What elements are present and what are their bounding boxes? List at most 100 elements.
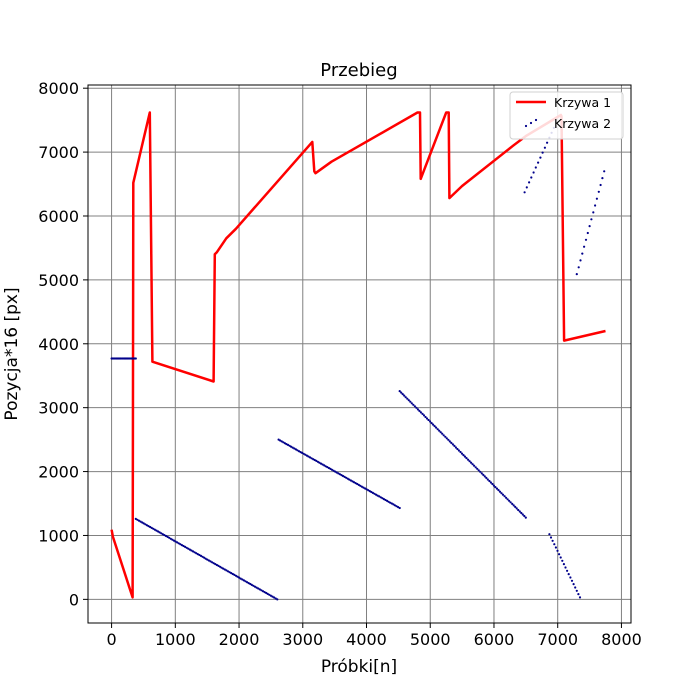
x-tick-label: 7000 [537,630,578,649]
x-tick-label: 8000 [601,630,642,649]
y-tick-label: 0 [69,590,79,609]
legend-box [509,91,624,140]
krzywa-2-point [416,408,419,411]
krzywa-2-point [345,476,348,479]
krzywa-2-point [577,593,580,596]
y-tick-label: 5000 [38,271,79,290]
krzywa-2-point [444,435,447,438]
krzywa-2-point [503,495,506,498]
y-axis-label: Pozycja*16 [px] [2,287,22,420]
y-tick-label: 7000 [38,143,79,162]
krzywa-2-point [514,505,517,508]
krzywa-2-point [217,564,220,568]
krzywa-2-point [211,561,214,564]
krzywa-2-point [534,166,537,169]
krzywa-2-point [515,507,518,510]
krzywa-2-point [558,553,561,556]
krzywa-2-point [406,397,409,400]
krzywa-2-point [301,451,304,454]
krzywa-2-point [169,537,172,540]
krzywa-2-point [257,587,260,590]
krzywa-2-point [518,510,521,513]
krzywa-2-point [525,186,528,189]
krzywa-2-point [595,197,599,200]
krzywa-2-point [439,431,442,434]
krzywa-2-point [302,452,305,455]
plot-frame [87,84,632,624]
krzywa-2-point [139,520,142,523]
krzywa-2-point [230,572,233,575]
krzywa-2-point [523,514,526,518]
krzywa-2-point [179,543,182,546]
krzywa-2-point [447,438,450,441]
x-tick-label: 2000 [219,630,260,649]
x-tick-label: 5000 [410,630,451,649]
krzywa-2-point [479,470,482,473]
krzywa-2-point [474,466,477,469]
krzywa-2-point [195,552,198,555]
y-tick-label: 3000 [38,399,79,418]
krzywa-2-point [427,418,430,422]
krzywa-2-point [523,191,526,194]
krzywa-2-point [401,393,404,396]
krzywa-2-point [297,450,301,453]
krzywa-2-point [273,596,276,599]
krzywa-2-point [400,391,403,394]
krzywa-2-point [286,443,290,446]
krzywa-2-point [491,482,494,486]
krzywa-2-point [492,484,495,487]
krzywa-2-point [263,591,266,594]
legend-dot [534,118,538,122]
x-tick-label: 1000 [155,630,196,649]
krzywa-2-point [395,505,398,508]
krzywa-2-point [304,453,307,456]
krzywa-2-point [236,575,239,578]
krzywa-2-point [390,502,393,505]
krzywa-2-point [409,400,412,403]
krzywa-2-point [280,440,283,443]
krzywa-2-point [206,558,209,561]
krzywa-2-point [441,432,444,435]
krzywa-2-point [497,489,500,492]
krzywa-2-point [590,218,593,221]
krzywa-2-point [476,467,479,470]
krzywa-2-point [505,496,508,499]
krzywa-2-point [457,449,460,452]
krzywa-2-point [407,399,410,402]
krzywa-2-point [387,500,390,503]
krzywa-2-point [532,171,535,174]
krzywa-2-point [553,543,556,546]
krzywa-2-point [435,426,438,429]
krzywa-2-point [520,511,523,515]
series-krzywa-1-line [110,111,606,599]
krzywa-2-point [480,472,483,475]
krzywa-2-point [163,534,166,537]
krzywa-2-point [537,161,540,164]
krzywa-2-point [184,545,187,549]
krzywa-2-point [321,463,324,466]
krzywa-2-point [566,569,569,572]
krzywa-2-point [360,485,363,488]
ticks: 0 1000 2000 3000 4000 5000 6000 7000 8000 0 1000 20… [38,79,642,649]
krzywa-2-point [530,176,533,179]
krzywa-2-point [470,461,473,464]
krzywa-2-point [318,461,321,464]
krzywa-2-point [603,170,606,173]
krzywa-2-point [242,579,245,582]
krzywa-2-point [308,456,312,459]
krzywa-2-point [145,524,148,527]
krzywa-2-point [378,495,381,498]
krzywa-2-point [142,522,145,525]
krzywa-2-point [354,482,357,485]
krzywa-2-point [554,546,558,549]
krzywa-2-point [459,450,462,454]
krzywa-2-point [241,578,244,581]
krzywa-2-point [332,469,335,472]
krzywa-2-point [370,490,373,494]
krzywa-2-point [524,516,527,519]
krzywa-2-point [228,571,231,574]
legend-marker-krzywa-2 [524,118,538,128]
legend-label-krzywa-1: Krzywa 1 [554,95,611,110]
krzywa-2-point [463,455,467,458]
krzywa-2-point [418,409,421,412]
